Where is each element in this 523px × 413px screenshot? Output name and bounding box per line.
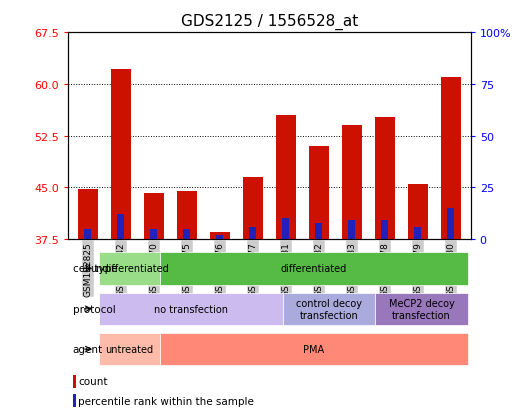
Bar [348,221,355,240]
Text: GSM102875: GSM102875 [183,242,191,297]
Bar [408,185,428,240]
Text: percentile rank within the sample: percentile rank within the sample [78,396,254,406]
Bar [441,78,461,240]
Bar [111,69,131,240]
Bar [381,221,389,240]
Bar [342,126,362,240]
Bar [73,375,76,388]
Title: GDS2125 / 1556528_at: GDS2125 / 1556528_at [181,14,358,30]
Bar [243,178,263,240]
Text: GSM102870: GSM102870 [149,242,158,297]
Bar [78,189,98,240]
Bar [84,229,91,240]
Text: GSM102880: GSM102880 [447,242,456,297]
Text: differentiated: differentiated [281,264,347,274]
Bar [282,219,289,240]
Bar [375,118,395,240]
Bar [217,235,223,240]
Bar [309,147,329,240]
Bar [184,229,190,240]
Bar [448,209,454,240]
Bar [315,223,322,240]
Text: GSM102881: GSM102881 [281,242,290,297]
Bar [376,293,468,325]
Text: no transfection: no transfection [154,304,228,314]
Bar [117,215,124,240]
Bar [99,293,283,325]
Text: GSM102879: GSM102879 [413,242,423,297]
Bar [249,227,256,240]
Bar [144,193,164,240]
Text: MeCP2 decoy
transfection: MeCP2 decoy transfection [389,298,454,320]
Bar [210,233,230,240]
Bar [99,253,160,285]
Bar [276,116,295,240]
Text: control decoy
transfection: control decoy transfection [297,298,362,320]
Text: GSM102883: GSM102883 [347,242,356,297]
Text: undifferentiated: undifferentiated [90,264,169,274]
Text: GSM102877: GSM102877 [248,242,257,297]
Bar [160,253,468,285]
Text: count: count [78,377,108,387]
Bar [73,394,76,407]
Bar [99,333,160,366]
Bar [150,229,157,240]
Bar [160,333,468,366]
Text: protocol: protocol [73,304,116,314]
Text: PMA: PMA [303,344,324,354]
Bar [283,293,376,325]
Text: agent: agent [73,344,103,354]
Text: GSM102825: GSM102825 [83,242,92,296]
Text: GSM102882: GSM102882 [314,242,323,296]
Bar [177,191,197,240]
Text: untreated: untreated [106,344,154,354]
Bar [414,227,422,240]
Text: GSM102878: GSM102878 [380,242,390,297]
Text: cell type: cell type [73,264,117,274]
Text: GSM102876: GSM102876 [215,242,224,297]
Text: GSM102842: GSM102842 [116,242,126,296]
